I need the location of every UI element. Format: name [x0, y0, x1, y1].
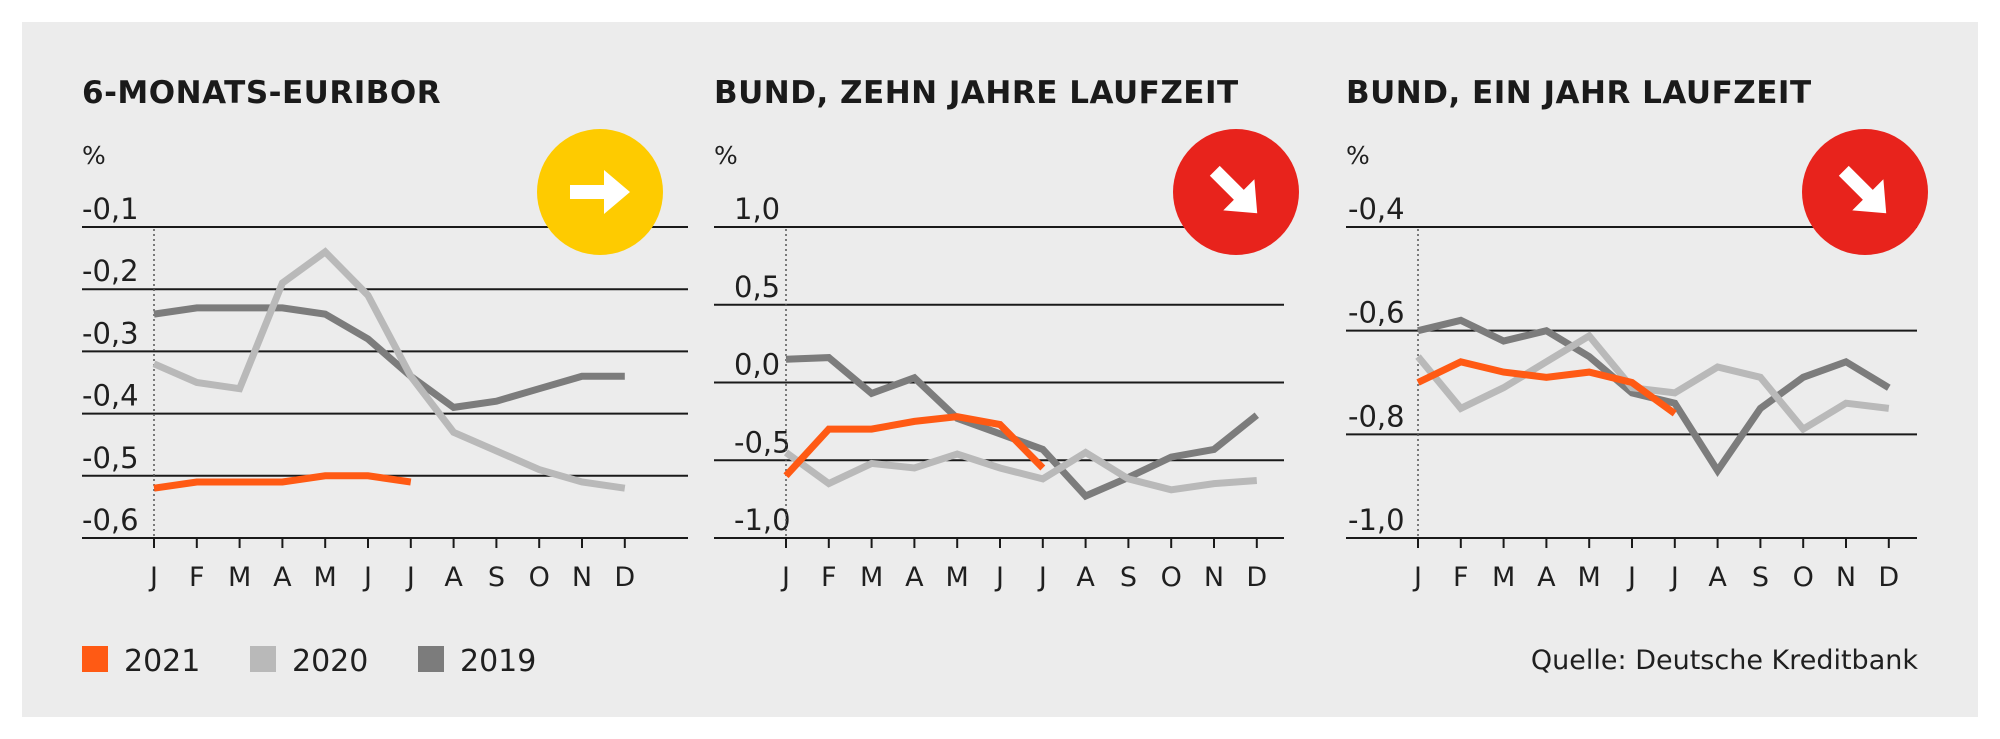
chart-title: 6-MONATS-EURIBOR — [82, 75, 441, 111]
y-tick-label: 0,5 — [734, 270, 780, 304]
x-tick-label: M — [1578, 562, 1601, 593]
y-tick-label: -0,6 — [82, 503, 139, 537]
x-tick-label: O — [529, 562, 550, 593]
x-tick-label: O — [1161, 562, 1182, 593]
legend-swatch — [82, 646, 108, 672]
series-line-2021 — [1416, 358, 1677, 417]
legend: 2021 2020 2019 — [82, 644, 536, 679]
x-tick-label: A — [1537, 562, 1556, 593]
x-tick-label: J — [780, 562, 790, 593]
y-tick-label: -0,6 — [1348, 296, 1405, 330]
legend-label: 2020 — [292, 644, 368, 679]
y-tick-label: -0,4 — [82, 379, 139, 413]
x-tick-label: N — [572, 562, 592, 593]
y-tick-label: -1,0 — [1348, 503, 1405, 537]
y-tick-label: -0,4 — [1348, 192, 1405, 226]
x-tick-label: M — [228, 562, 251, 593]
x-tick-label: J — [362, 562, 372, 593]
y-tick-label: -0,5 — [734, 425, 791, 459]
series-line-2020 — [783, 448, 1258, 494]
x-tick-label: F — [189, 562, 205, 593]
legend-item-2019: 2019 — [418, 644, 536, 679]
x-tick-label: F — [1453, 562, 1469, 593]
x-tick-label: A — [444, 562, 463, 593]
y-tick-label: 1,0 — [734, 192, 780, 226]
series-line-2021 — [783, 413, 1046, 479]
chart-euribor: 6-MONATS-EURIBOR% -0,1 -0,2 -0,3 -0,4 -0,5 -0,… — [82, 75, 688, 593]
legend-label: 2019 — [460, 644, 536, 679]
x-tick-label: J — [1412, 562, 1422, 593]
arrow-right-icon — [537, 129, 663, 255]
x-tick-label: J — [1037, 562, 1047, 593]
x-tick-label: J — [1669, 562, 1679, 593]
y-tick-label: -0,5 — [82, 441, 139, 475]
x-tick-label: J — [405, 562, 415, 593]
y-tick-label: -0,3 — [82, 316, 139, 350]
series-line-2020 — [1415, 331, 1890, 434]
x-tick-label: D — [1878, 562, 1899, 593]
x-tick-label: M — [1492, 562, 1515, 593]
arrow-down-right-icon — [1173, 129, 1299, 255]
x-tick-label: D — [614, 562, 635, 593]
x-tick-label: N — [1204, 562, 1224, 593]
x-tick-label: S — [1752, 562, 1769, 593]
arrow-down-right-icon — [1802, 129, 1928, 255]
series-line-2021 — [153, 472, 412, 492]
x-tick-label: J — [1626, 562, 1636, 593]
x-tick-label: O — [1793, 562, 1814, 593]
x-tick-label: F — [821, 562, 837, 593]
chart-title: BUND, EIN JAHR LAUFZEIT — [1346, 75, 1812, 111]
x-tick-label: M — [860, 562, 883, 593]
y-unit-label: % — [82, 141, 106, 170]
x-tick-label: D — [1246, 562, 1267, 593]
y-unit-label: % — [714, 141, 738, 170]
y-tick-label: -0,1 — [82, 192, 139, 226]
y-tick-label: -0,8 — [1348, 399, 1405, 433]
legend-swatch — [250, 646, 276, 672]
y-unit-label: % — [1346, 141, 1370, 170]
x-tick-label: A — [1708, 562, 1727, 593]
y-tick-label: -1,0 — [734, 503, 791, 537]
x-tick-label: N — [1836, 562, 1856, 593]
x-tick-label: S — [1120, 562, 1137, 593]
x-tick-label: J — [148, 562, 158, 593]
series-line-2019 — [153, 304, 625, 412]
source-note: Quelle: Deutsche Kreditbank — [1531, 645, 1918, 676]
chart-panel: 6-MONATS-EURIBOR% -0,1 -0,2 -0,3 -0,4 -0,5 -0,… — [22, 22, 1978, 717]
legend-label: 2021 — [124, 644, 200, 679]
legend-item-2021: 2021 — [82, 644, 200, 679]
x-tick-label: A — [1076, 562, 1095, 593]
series-line-2020 — [152, 247, 626, 492]
charts-figure: 6-MONATS-EURIBOR% -0,1 -0,2 -0,3 -0,4 -0,5 -0,… — [82, 75, 1928, 679]
x-tick-label: M — [946, 562, 969, 593]
chart-bund-1y: BUND, EIN JAHR LAUFZEIT% -0,4 -0,6 -0,8 -1,0… — [1346, 75, 1928, 593]
chart-title: BUND, ZEHN JAHRE LAUFZEIT — [714, 75, 1239, 111]
x-tick-label: S — [488, 562, 505, 593]
x-tick-label: A — [905, 562, 924, 593]
x-tick-label: J — [994, 562, 1004, 593]
chart-bund-10y: BUND, ZEHN JAHRE LAUFZEIT% 1,0 0,5 0,0 -0,5 -… — [714, 75, 1299, 593]
y-tick-label: -0,2 — [82, 254, 139, 288]
y-tick-label: 0,0 — [734, 348, 780, 382]
legend-item-2020: 2020 — [250, 644, 368, 679]
x-tick-label: M — [314, 562, 337, 593]
legend-swatch — [418, 646, 444, 672]
x-tick-label: A — [273, 562, 292, 593]
